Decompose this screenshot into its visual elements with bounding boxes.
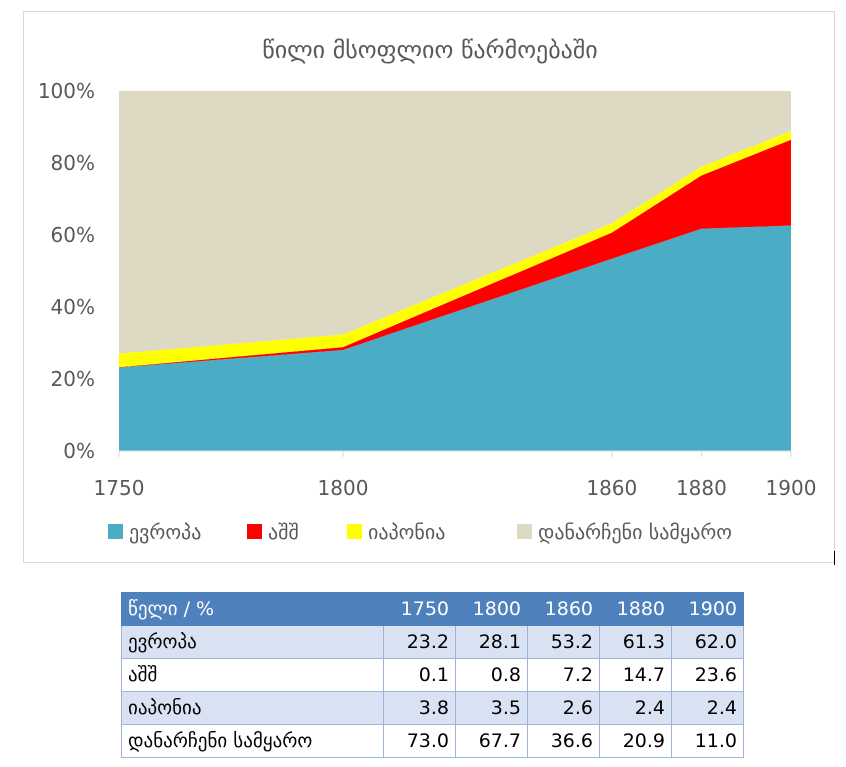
table-cell: 0.1 [383, 658, 456, 692]
frame-tick [834, 551, 835, 565]
legend: ევროპა აშშ იაპონია დანარჩენი სამყარო [108, 520, 732, 544]
x-axis-tick-label: 1900 [766, 476, 817, 500]
y-axis-tick-label: 20% [51, 367, 95, 391]
legend-label: ევროპა [129, 520, 201, 544]
table-cell: 3.5 [455, 691, 528, 725]
table-cell: 2.4 [599, 691, 672, 725]
y-axis-tick-label: 40% [51, 295, 95, 319]
legend-label: აშშ [268, 520, 299, 544]
y-axis-tick-label: 80% [51, 151, 95, 175]
table-row: დანარჩენი სამყარო 73.0 67.7 36.6 20.9 11… [121, 724, 744, 758]
table-cell: 73.0 [383, 724, 456, 758]
table-cell: 23.6 [671, 658, 744, 692]
table-cell: 2.6 [527, 691, 600, 725]
table-cell: 3.8 [383, 691, 456, 725]
table-cell: 23.2 [383, 625, 456, 659]
legend-label: იაპონია [368, 520, 445, 544]
table-cell: 36.6 [527, 724, 600, 758]
areas-layer [119, 91, 791, 451]
table-header-year: 1900 [671, 592, 744, 626]
legend-swatch [247, 524, 262, 539]
table-header-year: 1880 [599, 592, 672, 626]
y-axis-tick-label: 0% [63, 439, 95, 463]
table-cell: 11.0 [671, 724, 744, 758]
x-axis-tick-label: 1750 [94, 476, 145, 500]
legend-swatch [108, 524, 123, 539]
area-series-4 [119, 91, 791, 354]
y-axis-tick-label: 60% [51, 223, 95, 247]
table-cell: 62.0 [671, 625, 744, 659]
x-axis-tick-label: 1800 [318, 476, 369, 500]
table-header-label: წელი / % [121, 592, 384, 626]
table-row-label: ევროპა [121, 625, 384, 659]
chart-area: წილი მსოფლიო წარმოებაში 1750 1800 1860 1880… [23, 11, 835, 563]
chart-title: წილი მსოფლიო წარმოებაში [262, 36, 597, 64]
data-table: წელი / % 1750 1800 1860 1880 1900 ევროპა… [121, 592, 744, 758]
table-row: აშშ 0.1 0.8 7.2 14.7 23.6 [121, 658, 744, 692]
table-cell: 7.2 [527, 658, 600, 692]
x-axis-tick-label: 1880 [676, 476, 727, 500]
table-cell: 53.2 [527, 625, 600, 659]
table-cell: 0.8 [455, 658, 528, 692]
x-axis-tick-label: 1860 [586, 476, 637, 500]
table-row: ევროპა 23.2 28.1 53.2 61.3 62.0 [121, 625, 744, 659]
table-row-label: იაპონია [121, 691, 384, 725]
table-cell: 67.7 [455, 724, 528, 758]
table-header-year: 1800 [455, 592, 528, 626]
table-cell: 2.4 [671, 691, 744, 725]
table-header-year: 1750 [383, 592, 456, 626]
axis-layer: 1750 1800 1860 1880 1900 0% 20% 40% 60% 80% 100% [38, 79, 817, 500]
table-cell: 20.9 [599, 724, 672, 758]
table-row-label: აშშ [121, 658, 384, 692]
legend-swatch [517, 524, 532, 539]
table-header-year: 1860 [527, 592, 600, 626]
table-header-row: წელი / % 1750 1800 1860 1880 1900 [121, 592, 744, 626]
stacked-area-chart: წილი მსოფლიო წარმოებაში 1750 1800 1860 1880… [38, 36, 817, 544]
table-row-label: დანარჩენი სამყარო [121, 724, 384, 758]
table-cell: 61.3 [599, 625, 672, 659]
legend-swatch [347, 524, 362, 539]
table-cell: 28.1 [455, 625, 528, 659]
table-row: იაპონია 3.8 3.5 2.6 2.4 2.4 [121, 691, 744, 725]
legend-label: დანარჩენი სამყარო [538, 520, 732, 544]
table-cell: 14.7 [599, 658, 672, 692]
area-series-1 [119, 225, 791, 451]
y-axis-tick-label: 100% [38, 79, 95, 103]
